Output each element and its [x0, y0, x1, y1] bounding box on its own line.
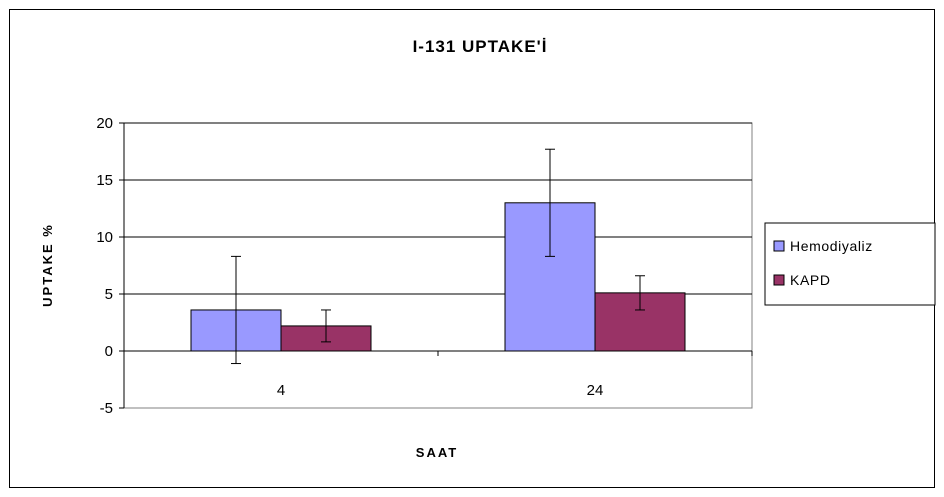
- legend-swatch-hemodiyaliz: [773, 240, 785, 252]
- y-axis-label: UPTAKE %: [40, 223, 55, 307]
- legend: Hemodiyaliz KAPD: [764, 222, 936, 306]
- y-tick-label-1: 0: [105, 343, 113, 360]
- legend-label-kapd: KAPD: [790, 272, 831, 288]
- x-axis-label: SAAT: [416, 445, 458, 460]
- x-tick-label-24: 24: [587, 382, 604, 399]
- plot-border: [123, 122, 753, 409]
- y-tick-label-3: 10: [96, 229, 113, 246]
- plot-area: -5 0 5 10 15 20 4 24: [96, 115, 753, 417]
- y-tick-label-2: 5: [105, 286, 113, 303]
- y-tick-label-0: -5: [100, 400, 113, 417]
- legend-label-hemodiyaliz: Hemodiyaliz: [790, 238, 873, 254]
- y-tick-label-5: 20: [96, 115, 113, 132]
- x-tick-label-4: 4: [277, 382, 285, 399]
- y-tick-label-4: 15: [96, 172, 113, 189]
- legend-swatch-kapd: [773, 274, 785, 286]
- chart-title: I-131 UPTAKE'İ: [413, 37, 548, 56]
- legend-box: [764, 222, 936, 306]
